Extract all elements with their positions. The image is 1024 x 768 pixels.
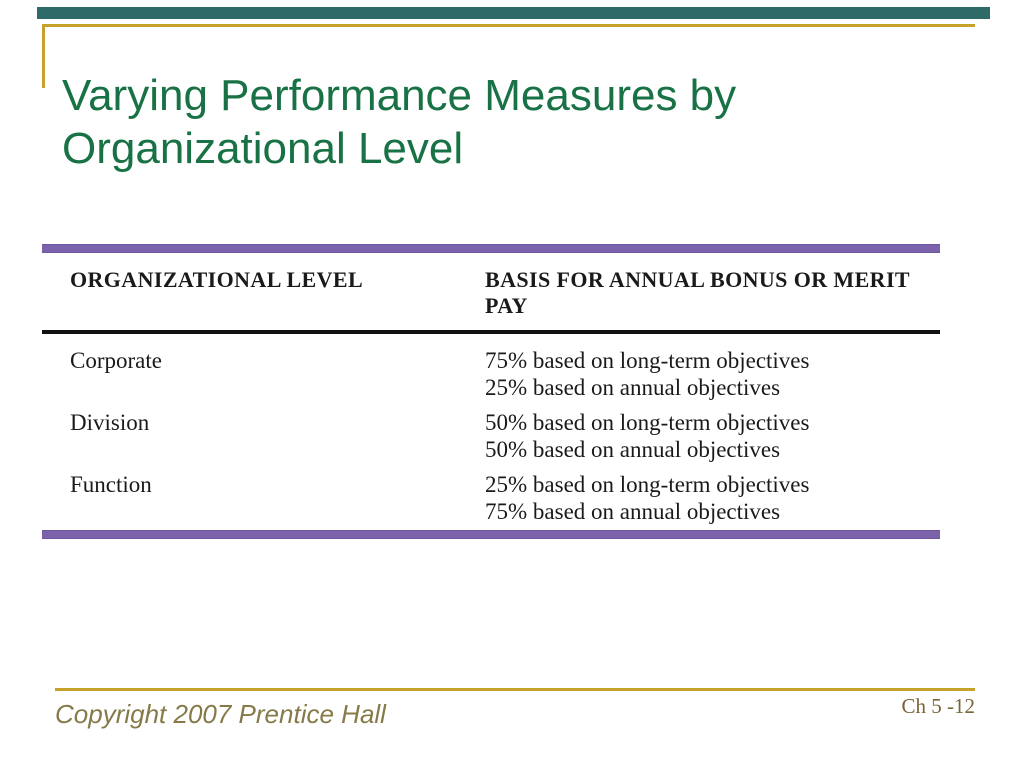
level-cell: Function	[70, 472, 152, 497]
footer-gold-rule	[55, 688, 975, 691]
table-body: Corporate 75% based on long-term objecti…	[42, 347, 940, 525]
slide-title-line-1: Varying Performance Measures by	[62, 71, 737, 121]
basis-line-2: 25% based on annual objectives	[485, 375, 781, 400]
bonus-basis-table: ORGANIZATIONAL LEVEL BASIS FOR ANNUAL BO…	[42, 244, 940, 539]
basis-line-1: 25% based on long-term objectives	[485, 472, 810, 497]
title-gold-vertical-rule	[42, 24, 45, 88]
table-header-basis: BASIS FOR ANNUAL BONUS OR MERIT PAY	[485, 267, 910, 318]
footer-page-label: Ch 5 -12	[901, 694, 976, 718]
slide-title-line-2: Organizational Level	[62, 124, 464, 174]
table-header-underline	[42, 330, 940, 334]
table-row-function: Function 25% based on long-term objectiv…	[42, 471, 940, 525]
basis-line-2: 50% based on annual objectives	[485, 437, 781, 462]
basis-line-2: 75% based on annual objectives	[485, 499, 781, 524]
basis-line-1: 50% based on long-term objectives	[485, 410, 810, 435]
basis-cell: 50% based on long-term objectives 50% ba…	[485, 409, 940, 463]
top-teal-accent-bar	[37, 7, 990, 19]
title-gold-horizontal-rule	[42, 24, 975, 27]
level-cell: Division	[70, 410, 150, 435]
table-top-purple-bar	[42, 244, 940, 253]
basis-line-1: 75% based on long-term objectives	[485, 348, 810, 373]
slide-title: Varying Performance Measures by Organiza…	[62, 69, 912, 175]
level-cell: Corporate	[70, 348, 162, 373]
table-row-corporate: Corporate 75% based on long-term objecti…	[42, 347, 940, 401]
table-header-organizational-level: ORGANIZATIONAL LEVEL	[70, 267, 364, 292]
table-header-row: ORGANIZATIONAL LEVEL BASIS FOR ANNUAL BO…	[42, 267, 940, 319]
footer-copyright: Copyright 2007 Prentice Hall	[55, 699, 386, 729]
basis-cell: 25% based on long-term objectives 75% ba…	[485, 471, 940, 525]
basis-cell: 75% based on long-term objectives 25% ba…	[485, 347, 940, 401]
table-row-division: Division 50% based on long-term objectiv…	[42, 409, 940, 463]
table-bottom-purple-bar	[42, 530, 940, 539]
